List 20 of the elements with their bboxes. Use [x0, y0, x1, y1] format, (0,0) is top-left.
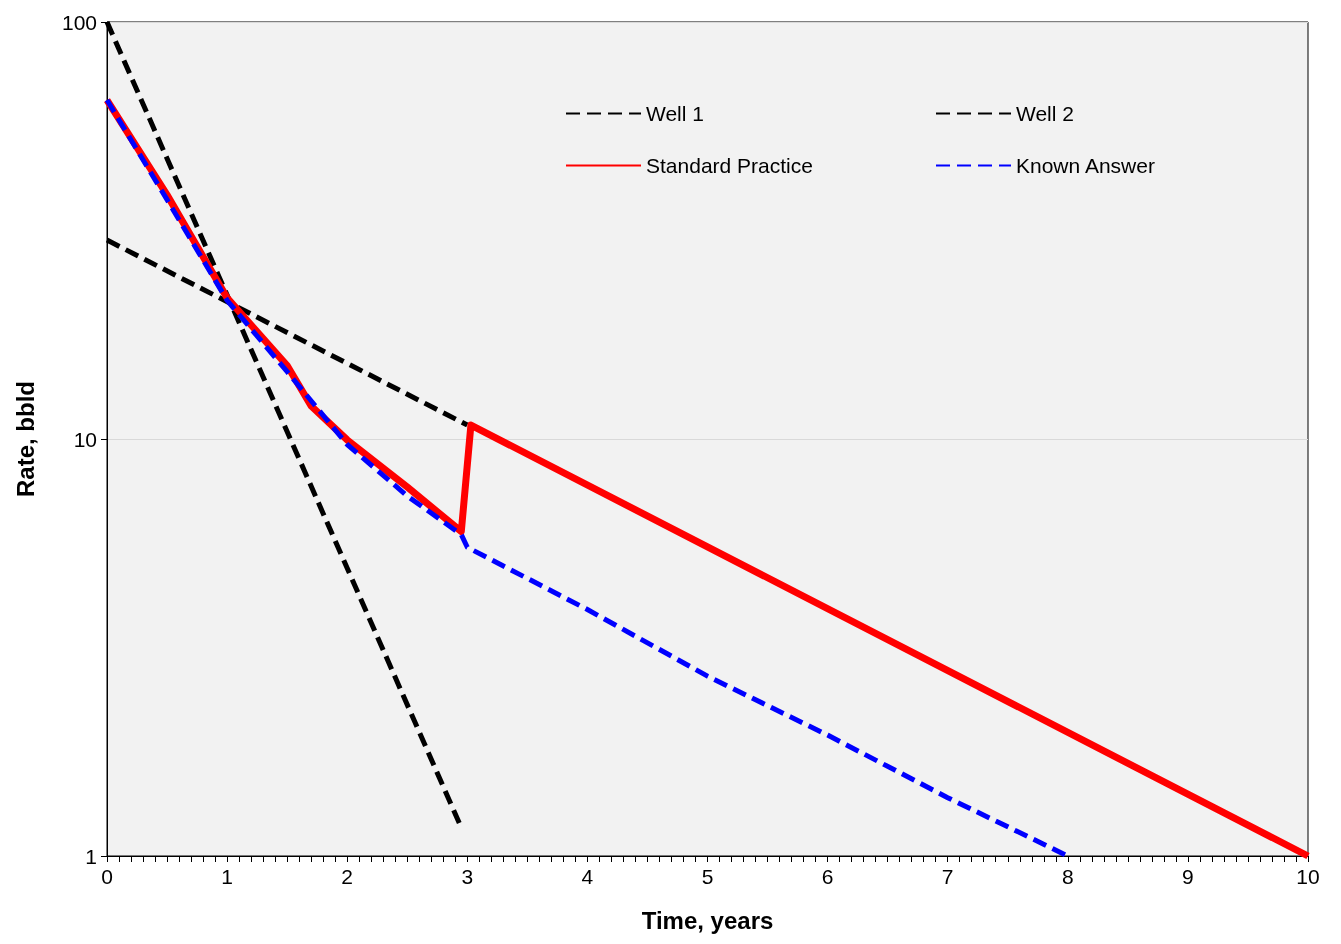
legend-label: Well 2	[1016, 102, 1074, 125]
legend-label: Standard Practice	[646, 154, 813, 177]
x-tick-label: 4	[581, 865, 594, 888]
y-tick-label: 1	[85, 844, 97, 868]
y-tick-label: 10	[73, 427, 97, 451]
y-tick-label: 100	[61, 10, 97, 34]
x-axis-title: Time, years	[641, 906, 774, 934]
x-tick-label: 10	[1296, 865, 1320, 888]
x-tick-label: 2	[341, 865, 354, 888]
x-tick-label: 0	[101, 865, 113, 888]
y-axis-title: Rate, bbld	[11, 380, 39, 498]
legend-label: Known Answer	[1016, 154, 1155, 177]
x-tick-label: 1	[221, 865, 233, 888]
x-tick-label: 5	[701, 865, 714, 888]
x-tick-label: 6	[821, 865, 834, 888]
x-tick-label: 7	[941, 865, 954, 888]
x-tick-label: 8	[1061, 865, 1074, 888]
x-tick-label: 3	[461, 865, 474, 888]
legend-label: Well 1	[646, 102, 704, 125]
x-tick-label: 9	[1182, 865, 1194, 888]
